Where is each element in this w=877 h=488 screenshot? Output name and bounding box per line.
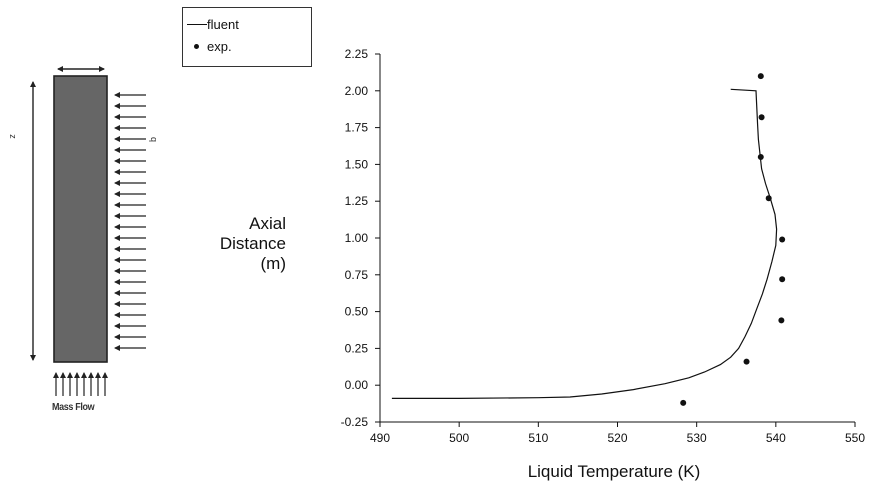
- y-tick-label: 0.75: [345, 268, 369, 282]
- data-point-exp: [743, 358, 750, 365]
- y-axis-label-line: Distance: [219, 234, 286, 253]
- x-axis-label: Liquid Temperature (K): [527, 462, 701, 481]
- data-point-exp: [758, 114, 765, 121]
- legend-entry-exp: exp.: [183, 38, 232, 54]
- legend-dot-swatch: [194, 43, 199, 49]
- y-tick-label: 0.25: [345, 341, 369, 355]
- data-point-exp: [757, 73, 764, 80]
- x-tick-label: 530: [687, 431, 707, 445]
- data-point-exp: [680, 399, 687, 406]
- x-tick-label: 510: [528, 431, 548, 445]
- y-axis-label: Axial Distance (m): [186, 214, 286, 274]
- y-tick-label: -0.25: [341, 415, 369, 429]
- y-tick-label: 2.25: [345, 47, 369, 61]
- y-tick-label: 1.25: [345, 194, 369, 208]
- heated-channel-schematic: [30, 66, 146, 396]
- data-point-exp: [765, 195, 772, 202]
- x-axis-ticks: 490 500 510 520 530 540 550: [370, 422, 865, 445]
- data-point-exp: [779, 236, 786, 243]
- y-axis-label-line: Axial: [249, 214, 286, 233]
- data-point-exp: [779, 276, 786, 283]
- legend-label-fluent: fluent: [207, 16, 239, 32]
- y-tick-label: 1.00: [345, 231, 369, 245]
- x-tick-label: 500: [449, 431, 469, 445]
- mass-flow-arrows: [53, 372, 108, 396]
- x-tick-label: 540: [766, 431, 786, 445]
- y-axis-ticks: -0.25 0.00 0.25 0.50 0.75 1.00 1.25 1.50 1.75 2.0…: [341, 47, 380, 429]
- y-tick-label: 1.75: [345, 121, 369, 135]
- y-axis-label-line: (m): [260, 254, 286, 273]
- y-tick-label: 1.50: [345, 157, 369, 171]
- series-layer: [391, 73, 786, 406]
- x-tick-label: 520: [607, 431, 627, 445]
- channel-body: [53, 75, 108, 363]
- data-point-exp: [778, 317, 785, 324]
- chart-legend: fluent exp.: [182, 7, 312, 67]
- legend-entry-fluent: fluent: [183, 16, 239, 32]
- series-line-fluent: [391, 88, 778, 399]
- data-point-exp: [757, 154, 764, 161]
- x-tick-label: 550: [845, 431, 865, 445]
- y-tick-label: 2.00: [345, 84, 369, 98]
- y-tick-label: 0.50: [345, 305, 369, 319]
- y-tick-label: 0.00: [345, 378, 369, 392]
- x-tick-label: 490: [370, 431, 390, 445]
- legend-label-exp: exp.: [207, 38, 232, 54]
- heat-flux-arrows: [114, 92, 146, 351]
- mass-flow-label: Mass Flow: [52, 402, 95, 413]
- legend-line-swatch: [187, 23, 207, 25]
